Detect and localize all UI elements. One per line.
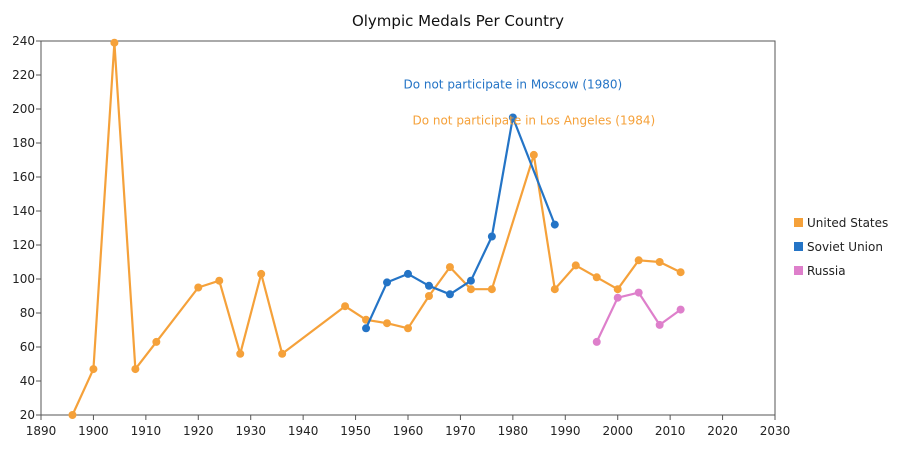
y-tick-label: 100 <box>12 272 35 286</box>
y-tick-label: 220 <box>12 68 35 82</box>
x-tick-label: 1920 <box>183 424 214 438</box>
data-point-united-states[interactable] <box>131 365 140 374</box>
x-tick-label: 1930 <box>235 424 266 438</box>
data-point-united-states[interactable] <box>110 38 119 47</box>
x-tick-label: 1900 <box>78 424 109 438</box>
chart-annotation: Do not participate in Moscow (1980) <box>403 78 622 92</box>
data-point-russia[interactable] <box>655 320 664 329</box>
series-line-united-states <box>71 41 682 416</box>
chart-title: Olympic Medals Per Country <box>352 12 564 30</box>
series-line-russia <box>595 291 682 343</box>
y-tick-label: 160 <box>12 170 35 184</box>
legend-item-united-states[interactable]: United States <box>794 216 888 230</box>
data-point-united-states[interactable] <box>404 324 412 333</box>
legend-label: Soviet Union <box>807 240 883 254</box>
legend-item-russia[interactable]: Russia <box>794 264 846 278</box>
axes: 1890 1900 1910 1920 1930 1940 1950 1960 1970 1980… <box>12 34 790 438</box>
y-tick-label: 240 <box>12 34 35 48</box>
data-point-united-states[interactable] <box>529 150 538 159</box>
data-point-united-states[interactable] <box>341 302 350 311</box>
x-tick-label: 1960 <box>393 424 424 438</box>
data-point-soviet-union[interactable] <box>445 290 454 299</box>
series-soviet-union <box>362 113 559 333</box>
x-tick-label: 2000 <box>602 424 633 438</box>
data-point-united-states[interactable] <box>257 269 266 278</box>
y-tick-label: 120 <box>12 238 35 252</box>
data-point-united-states[interactable] <box>278 349 287 358</box>
data-point-united-states[interactable] <box>383 319 392 328</box>
data-point-united-states[interactable] <box>68 411 77 419</box>
legend-swatch <box>794 242 803 251</box>
data-point-united-states[interactable] <box>215 276 224 285</box>
data-point-russia[interactable] <box>634 288 643 297</box>
data-point-united-states[interactable] <box>487 285 496 294</box>
x-tick-label: 1980 <box>498 424 529 438</box>
data-point-soviet-union[interactable] <box>424 281 433 290</box>
data-point-soviet-union[interactable] <box>362 324 371 333</box>
data-point-united-states[interactable] <box>634 256 643 265</box>
series-line-soviet-union <box>365 116 556 329</box>
data-point-russia[interactable] <box>592 337 601 346</box>
data-point-united-states[interactable] <box>613 285 622 294</box>
legend-label: United States <box>807 216 888 230</box>
data-point-russia[interactable] <box>676 305 685 314</box>
legend-label: Russia <box>807 264 846 278</box>
chart-annotation: Do not participate in Los Angeles (1984) <box>412 113 655 127</box>
data-point-soviet-union[interactable] <box>550 220 559 229</box>
data-point-united-states[interactable] <box>550 285 559 294</box>
x-tick-label: 1910 <box>131 424 162 438</box>
data-point-united-states[interactable] <box>571 261 580 270</box>
data-point-united-states[interactable] <box>466 285 475 294</box>
data-point-soviet-union[interactable] <box>466 276 475 285</box>
y-tick-label: 180 <box>12 136 35 150</box>
plot-area-frame <box>40 40 776 416</box>
data-point-united-states[interactable] <box>445 263 454 272</box>
data-point-russia[interactable] <box>613 293 622 302</box>
y-tick-label: 80 <box>20 306 35 320</box>
series-united-states <box>68 38 685 419</box>
x-tick-label: 1950 <box>340 424 371 438</box>
series-russia <box>592 288 685 346</box>
data-point-united-states[interactable] <box>424 292 433 300</box>
data-point-soviet-union[interactable] <box>404 269 412 278</box>
legend-swatch <box>794 218 803 227</box>
x-tick-label: 2010 <box>655 424 686 438</box>
data-point-united-states[interactable] <box>655 258 664 266</box>
data-point-united-states[interactable] <box>236 349 245 358</box>
x-tick-label: 2020 <box>707 424 738 438</box>
plot-series <box>68 38 685 419</box>
y-tick-label: 20 <box>20 408 35 422</box>
y-tick-label: 60 <box>20 340 35 354</box>
data-point-soviet-union[interactable] <box>383 278 392 287</box>
data-point-soviet-union[interactable] <box>508 113 517 122</box>
legend: United States Soviet Union Russia <box>794 216 888 278</box>
x-tick-label: 1990 <box>550 424 581 438</box>
data-point-united-states[interactable] <box>152 337 161 346</box>
y-tick-label: 40 <box>20 374 35 388</box>
data-point-soviet-union[interactable] <box>487 232 496 241</box>
x-tick-label: 1890 <box>26 424 57 438</box>
x-tick-label: 1940 <box>288 424 319 438</box>
x-tick-label: 1970 <box>445 424 476 438</box>
legend-item-soviet-union[interactable]: Soviet Union <box>794 240 883 254</box>
annotations: Do not participate in Moscow (1980) Do no… <box>403 78 655 128</box>
y-tick-label: 140 <box>12 204 35 218</box>
data-point-united-states[interactable] <box>592 273 601 282</box>
data-point-united-states[interactable] <box>89 365 98 374</box>
data-point-united-states[interactable] <box>676 268 685 277</box>
x-tick-label: 2030 <box>760 424 791 438</box>
data-point-united-states[interactable] <box>194 283 203 292</box>
y-tick-label: 200 <box>12 102 35 116</box>
legend-swatch <box>794 266 803 275</box>
